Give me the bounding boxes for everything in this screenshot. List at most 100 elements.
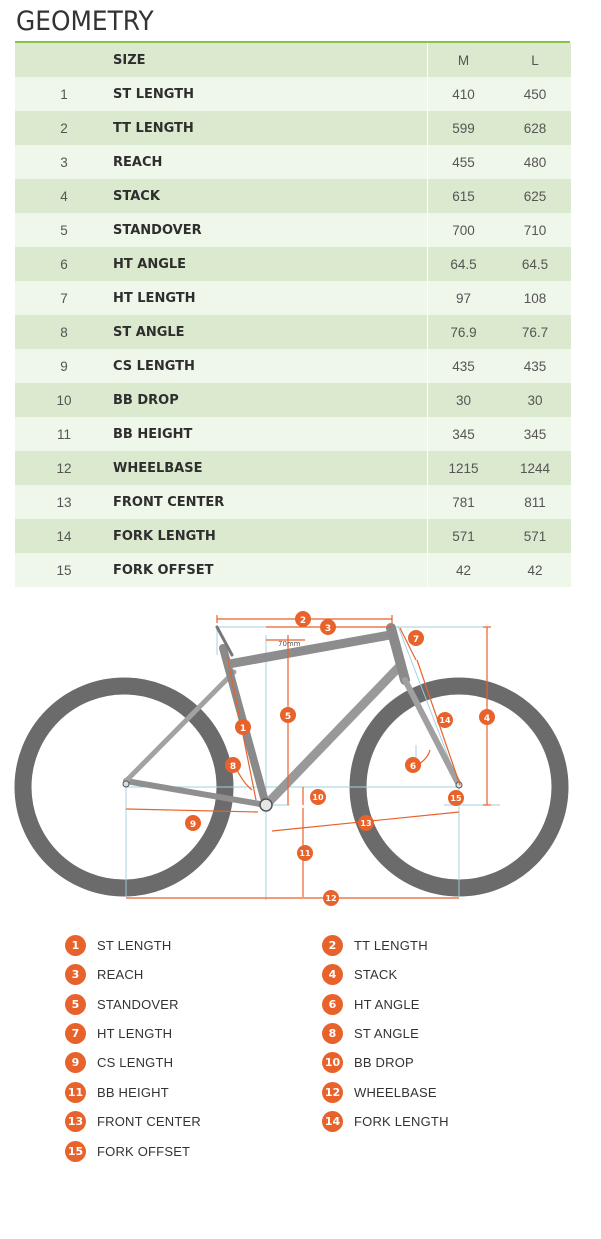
marker-5: 5 xyxy=(280,707,296,723)
marker-14: 14 xyxy=(437,712,453,728)
row-name: FRONT CENTER xyxy=(113,494,225,510)
table-row: 7 HT LENGTH 97 108 xyxy=(15,281,571,315)
row-name: REACH xyxy=(113,154,163,170)
row-value-m: 1215 xyxy=(427,451,499,485)
legend-item: 6 HT ANGLE xyxy=(322,992,420,1016)
row-value-l: 1244 xyxy=(519,460,551,476)
row-name: TT LENGTH xyxy=(113,120,194,136)
legend-label: STACK xyxy=(354,966,398,982)
row-name: HT ANGLE xyxy=(113,256,187,272)
row-value-l: 811 xyxy=(524,494,546,510)
svg-text:6: 6 xyxy=(410,762,416,772)
marker-8: 8 xyxy=(225,757,241,773)
marker-4: 4 xyxy=(479,709,495,725)
legend-item: 2 TT LENGTH xyxy=(322,933,428,957)
table-row: 5 STANDOVER 700 710 xyxy=(15,213,571,247)
reference-lines xyxy=(125,625,500,900)
row-name: ST ANGLE xyxy=(113,324,185,340)
row-name: HT LENGTH xyxy=(113,290,196,306)
row-num: 2 xyxy=(60,120,68,136)
legend-label: TT LENGTH xyxy=(354,937,428,953)
svg-text:14: 14 xyxy=(439,716,451,725)
row-value-m: 97 xyxy=(427,281,499,315)
svg-text:10: 10 xyxy=(312,793,324,802)
legend-badge: 8 xyxy=(322,1022,343,1044)
row-name: FORK LENGTH xyxy=(113,528,216,544)
marker-1: 1 xyxy=(235,719,251,735)
legend-item: 1 ST LENGTH xyxy=(65,933,172,957)
row-value-l: 628 xyxy=(523,120,547,136)
table-header-row: SIZE M L xyxy=(15,43,571,77)
legend-badge: 5 xyxy=(65,993,86,1015)
marker-6: 6 xyxy=(405,757,421,773)
row-num: 7 xyxy=(60,290,68,306)
legend-badge: 11 xyxy=(65,1081,86,1103)
table-row: 11 BB HEIGHT 345 345 xyxy=(15,417,571,451)
legend-badge: 2 xyxy=(322,934,343,956)
row-num: 8 xyxy=(60,324,68,340)
table-row: 2 TT LENGTH 599 628 xyxy=(15,111,571,145)
legend-item: 11 BB HEIGHT xyxy=(65,1080,169,1104)
row-value-m: 781 xyxy=(427,485,499,519)
legend-badge: 7 xyxy=(65,1022,86,1044)
legend-item: 10 BB DROP xyxy=(322,1050,414,1074)
row-value-l: 450 xyxy=(523,86,547,102)
row-name: WHEELBASE xyxy=(113,460,203,476)
table-row: 14 FORK LENGTH 571 571 xyxy=(15,519,571,553)
row-num: 15 xyxy=(56,562,72,578)
legend-label: ST ANGLE xyxy=(354,1025,419,1041)
legend-item: 14 FORK LENGTH xyxy=(322,1109,449,1133)
legend-badge: 14 xyxy=(322,1110,343,1132)
row-value-l: 30 xyxy=(527,392,543,408)
legend-badge: 13 xyxy=(65,1110,86,1132)
row-value-m: 599 xyxy=(427,111,499,145)
row-name: BB HEIGHT xyxy=(113,426,193,442)
row-name: CS LENGTH xyxy=(113,358,195,374)
legend-item: 12 WHEELBASE xyxy=(322,1080,437,1104)
row-num: 4 xyxy=(60,188,68,204)
legend-item: 4 STACK xyxy=(322,962,397,986)
legend-badge: 1 xyxy=(65,934,86,956)
marker-12: 12 xyxy=(323,890,339,906)
row-num: 6 xyxy=(60,256,68,272)
svg-text:5: 5 xyxy=(285,712,291,722)
row-num: 9 xyxy=(60,358,68,374)
legend-badge: 9 xyxy=(65,1051,86,1073)
row-value-l: 625 xyxy=(523,188,547,204)
legend-item: 8 ST ANGLE xyxy=(322,1021,419,1045)
svg-text:4: 4 xyxy=(484,714,490,724)
legend-item: 5 STANDOVER xyxy=(65,992,179,1016)
bottom-bracket xyxy=(259,798,273,812)
marker-11: 11 xyxy=(297,845,313,861)
page-title: GEOMETRY xyxy=(16,6,154,37)
header-size: SIZE xyxy=(113,52,146,68)
legend-label: CS LENGTH xyxy=(97,1054,174,1070)
legend-badge: 4 xyxy=(322,963,343,985)
svg-text:1: 1 xyxy=(240,724,246,734)
svg-text:15: 15 xyxy=(450,794,462,803)
svg-text:2: 2 xyxy=(300,616,306,626)
row-value-m: 455 xyxy=(427,145,499,179)
legend-badge: 10 xyxy=(322,1051,343,1073)
svg-text:11: 11 xyxy=(299,849,311,858)
legend-item: 9 CS LENGTH xyxy=(65,1050,173,1074)
header-size-l: L xyxy=(531,52,539,68)
legend-badge: 6 xyxy=(322,993,343,1015)
legend-badge: 12 xyxy=(322,1081,343,1103)
row-value-m: 345 xyxy=(427,417,499,451)
row-value-m: 571 xyxy=(427,519,499,553)
table-row: 12 WHEELBASE 1215 1244 xyxy=(15,451,571,485)
row-name: BB DROP xyxy=(113,392,179,408)
legend-label: FORK OFFSET xyxy=(97,1143,191,1159)
row-value-l: 710 xyxy=(523,222,547,238)
row-value-l: 64.5 xyxy=(521,256,549,272)
row-num: 10 xyxy=(56,392,72,408)
legend-item: 15 FORK OFFSET xyxy=(65,1139,190,1163)
title-divider xyxy=(15,41,570,43)
marker-3: 3 xyxy=(320,619,336,635)
marker-9: 9 xyxy=(185,815,201,831)
row-value-m: 64.5 xyxy=(427,247,499,281)
legend-item: 3 REACH xyxy=(65,962,144,986)
row-value-l: 480 xyxy=(523,154,547,170)
row-value-m: 700 xyxy=(427,213,499,247)
